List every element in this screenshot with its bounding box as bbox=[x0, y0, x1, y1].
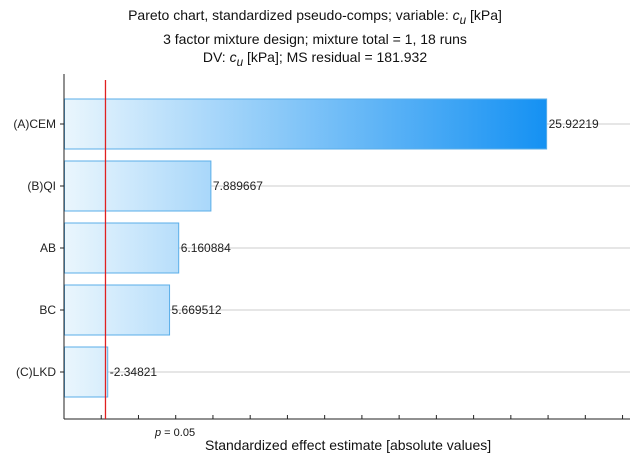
x-axis-title: Standardized effect estimate [absolute v… bbox=[205, 437, 492, 453]
axes: (A)CEM (B)QI AB BC (C)LKD bbox=[13, 74, 630, 420]
value-label: 6.160884 bbox=[181, 241, 231, 255]
title-line-3: DV: cu [kPa]; MS residual = 181.932 bbox=[0, 48, 630, 72]
bar bbox=[64, 160, 212, 212]
value-label: 7.889667 bbox=[213, 179, 263, 193]
title-line-1-tail: [kPa] bbox=[466, 7, 502, 23]
value-label: 25.92219 bbox=[549, 117, 599, 131]
value-label: -2.34821 bbox=[110, 365, 158, 379]
value-label: 5.669512 bbox=[172, 303, 222, 317]
value-labels: 25.92219 7.889667 6.160884 5.669512 -2.34821 bbox=[110, 117, 599, 379]
bar bbox=[64, 222, 180, 274]
reference-line-label-symbol: p bbox=[155, 427, 162, 439]
title-line-1-subscript: u bbox=[459, 13, 467, 27]
bar bbox=[64, 98, 548, 150]
bar bbox=[64, 284, 171, 336]
chart-title: Pareto chart, standardized pseudo-comps;… bbox=[0, 6, 630, 72]
title-line-3-text: DV: bbox=[202, 48, 230, 65]
title-line-3-symbol: c bbox=[229, 48, 237, 65]
bar bbox=[64, 346, 109, 398]
title-line-3-tail: [kPa]; MS residual = 181.932 bbox=[243, 48, 428, 65]
reference-line-label-text: = 0.05 bbox=[161, 427, 196, 439]
category-label: (A)CEM bbox=[13, 117, 56, 131]
title-line-1-text: Pareto chart, standardized pseudo-comps;… bbox=[128, 7, 453, 23]
bars bbox=[64, 98, 548, 398]
category-label: (B)QI bbox=[27, 179, 56, 193]
title-line-1: Pareto chart, standardized pseudo-comps;… bbox=[0, 6, 630, 30]
category-label: (C)LKD bbox=[16, 365, 56, 379]
category-label: AB bbox=[40, 241, 56, 255]
category-label: BC bbox=[39, 303, 56, 317]
title-line-2-text: 3 factor mixture design; mixture total =… bbox=[163, 30, 467, 47]
title-line-3-subscript: u bbox=[236, 55, 244, 69]
reference-line-label: p = 0.05 bbox=[155, 427, 195, 439]
title-line-2: 3 factor mixture design; mixture total =… bbox=[0, 30, 630, 48]
title-line-1-symbol: c bbox=[452, 7, 460, 23]
